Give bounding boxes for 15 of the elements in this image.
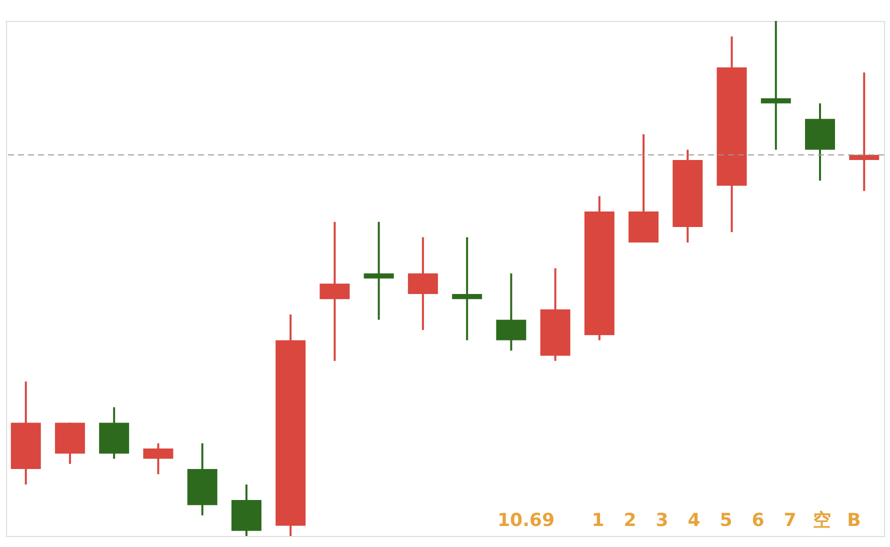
annotation: 10.69	[498, 510, 554, 531]
annotation: 2	[624, 510, 636, 531]
annotation: 5	[720, 510, 732, 531]
annotation: 1	[592, 510, 604, 531]
annotation: 3	[656, 510, 668, 531]
candlestick	[849, 72, 880, 192]
annotation: 7	[784, 510, 796, 531]
candlestick	[452, 236, 482, 342]
annotation: 4	[688, 510, 700, 531]
candlestick	[320, 220, 350, 362]
candlestick	[364, 220, 394, 321]
annotation: B	[847, 510, 861, 531]
annotation: 6	[752, 510, 764, 531]
annotation: 空	[813, 510, 831, 531]
candlestick	[760, 20, 791, 151]
